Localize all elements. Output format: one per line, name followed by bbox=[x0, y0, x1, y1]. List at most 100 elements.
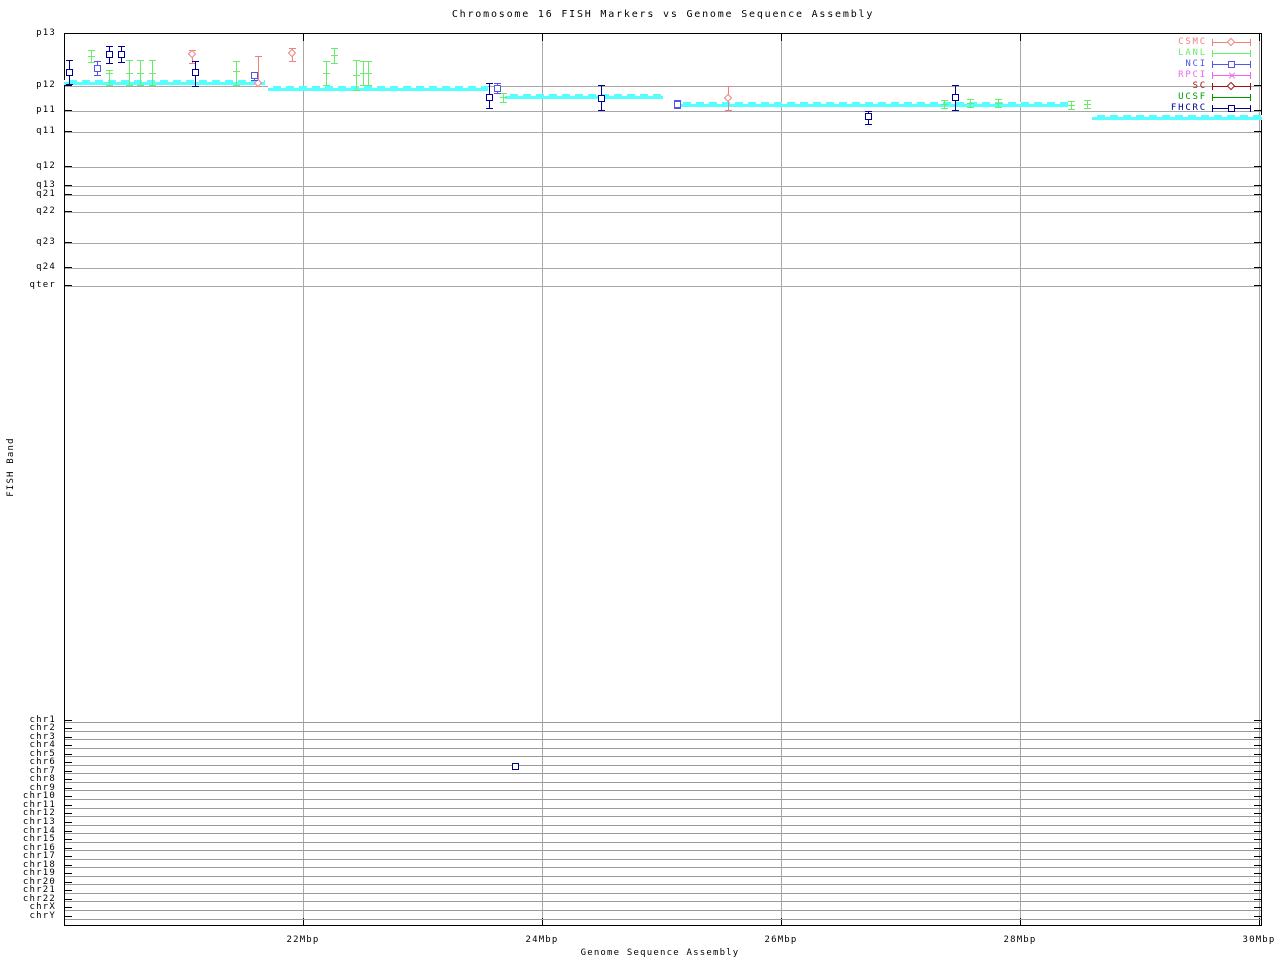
fish-marker-lanl bbox=[499, 97, 507, 98]
x-tick-top bbox=[1020, 34, 1021, 41]
y-tick-left bbox=[65, 110, 72, 111]
x-tick-bottom bbox=[303, 918, 304, 926]
x-tick-top bbox=[781, 34, 782, 41]
y-tick-left bbox=[65, 890, 72, 892]
error-bar-cap bbox=[865, 111, 872, 112]
chr-gridline bbox=[64, 764, 1262, 766]
error-bar-cap bbox=[88, 50, 95, 51]
y-tick-left bbox=[65, 856, 72, 858]
fish-marker-fhcrc bbox=[191, 68, 199, 76]
x-tick-label: 24Mbp bbox=[525, 935, 559, 945]
fish-marker-lanl bbox=[994, 103, 1002, 104]
y-tick-right bbox=[1254, 762, 1261, 764]
y-tick-right bbox=[1254, 796, 1261, 798]
band-gridline bbox=[64, 212, 1262, 213]
band-gridline bbox=[64, 243, 1262, 244]
y-tick-right bbox=[1254, 194, 1261, 195]
error-bar bbox=[140, 60, 141, 85]
legend-label-fhcrc: FHCRC bbox=[1170, 103, 1207, 113]
y-tick-left bbox=[65, 745, 72, 747]
error-bar-cap bbox=[865, 124, 872, 125]
chromosome-label: chr19 bbox=[22, 868, 56, 879]
error-bar-cap bbox=[88, 62, 95, 63]
fish-band-label: q11 bbox=[36, 126, 56, 136]
fish-marker-fhcrc bbox=[485, 93, 493, 101]
fish-marker-lanl bbox=[1067, 105, 1075, 106]
fish-marker-fhcrc bbox=[864, 112, 872, 120]
y-tick-left bbox=[65, 211, 72, 212]
chromosome-label: chr18 bbox=[22, 859, 56, 870]
chromosome-label: chr17 bbox=[22, 851, 56, 862]
legend-sample-cap bbox=[1212, 105, 1213, 112]
fish-marker-fhcrc bbox=[951, 93, 959, 101]
chr-gridline bbox=[64, 892, 1262, 894]
y-tick-left bbox=[65, 753, 72, 755]
chart-title: Chromosome 16 FISH Markers vs Genome Seq… bbox=[451, 9, 875, 20]
x-tick-bottom bbox=[781, 918, 782, 926]
fish-marker-lanl bbox=[87, 56, 95, 57]
x-tick-label: 28Mbp bbox=[1003, 935, 1037, 945]
legend-sample-cap bbox=[1212, 50, 1213, 57]
chr-gridline bbox=[64, 739, 1262, 741]
assembly-segment bbox=[504, 94, 663, 99]
y-tick-left bbox=[65, 267, 72, 268]
plot-frame bbox=[64, 33, 1262, 926]
error-bar-cap bbox=[967, 107, 974, 108]
y-tick-left bbox=[65, 830, 72, 832]
y-tick-right bbox=[1254, 915, 1261, 917]
error-bar-cap bbox=[360, 61, 367, 62]
y-tick-left bbox=[65, 898, 72, 900]
y-tick-left bbox=[65, 736, 72, 738]
error-bar bbox=[129, 60, 130, 85]
error-bar-cap bbox=[118, 62, 125, 63]
chr-gridline bbox=[64, 909, 1262, 911]
y-tick-left bbox=[65, 804, 72, 806]
chromosome-label: chr22 bbox=[22, 893, 56, 904]
chromosome-label: chr11 bbox=[22, 799, 56, 810]
chr-gridline bbox=[64, 756, 1262, 758]
y-tick-right bbox=[1254, 787, 1261, 789]
fish-band-label: q22 bbox=[36, 206, 56, 216]
band-gridline bbox=[64, 111, 1262, 112]
fish-marker-lanl bbox=[148, 73, 156, 74]
band-gridline bbox=[64, 167, 1262, 168]
fish-band-label: q24 bbox=[36, 262, 56, 272]
y-tick-right bbox=[1254, 110, 1261, 111]
legend-sample-cap bbox=[1250, 94, 1251, 101]
band-gridline bbox=[64, 286, 1262, 287]
error-bar-cap bbox=[66, 60, 73, 61]
error-bar-cap bbox=[149, 85, 156, 86]
chromosome-label: chr16 bbox=[22, 842, 56, 853]
error-bar-cap bbox=[967, 99, 974, 100]
chromosome-label: chr8 bbox=[29, 774, 56, 785]
error-bar-cap bbox=[323, 61, 330, 62]
chromosome-label: chr1 bbox=[29, 714, 56, 725]
x-gridline bbox=[1259, 33, 1260, 926]
chromosome-label: chr12 bbox=[22, 808, 56, 819]
error-bar-cap bbox=[941, 100, 948, 101]
fish-marker-lanl bbox=[352, 75, 360, 76]
y-tick-left bbox=[65, 813, 72, 815]
legend-label-rpci: RPCI bbox=[1178, 70, 1207, 80]
error-bar-cap bbox=[674, 108, 681, 109]
x-tick-bottom bbox=[1259, 918, 1260, 926]
legend-marker-lanl bbox=[1227, 53, 1235, 54]
chromosome-label: chr2 bbox=[29, 723, 56, 734]
chromosome-label: chr15 bbox=[22, 834, 56, 845]
y-tick-left bbox=[65, 881, 72, 883]
chr-gridline bbox=[64, 747, 1262, 749]
fish-marker-lanl bbox=[359, 73, 367, 74]
y-tick-right bbox=[1254, 85, 1261, 86]
legend-sample-cap bbox=[1250, 39, 1251, 46]
fish-marker-lanl bbox=[330, 55, 338, 56]
error-bar-cap bbox=[725, 110, 732, 111]
error-bar-cap bbox=[500, 102, 507, 103]
y-tick-right bbox=[1254, 830, 1261, 832]
error-bar-cap bbox=[995, 99, 1002, 100]
y-tick-right bbox=[1254, 242, 1261, 243]
legend-label-csmc: CSMC bbox=[1178, 37, 1207, 47]
chr-gridline bbox=[64, 901, 1262, 903]
error-bar-cap bbox=[255, 56, 262, 57]
error-bar-cap bbox=[1068, 109, 1075, 110]
error-bar-cap bbox=[106, 85, 113, 86]
